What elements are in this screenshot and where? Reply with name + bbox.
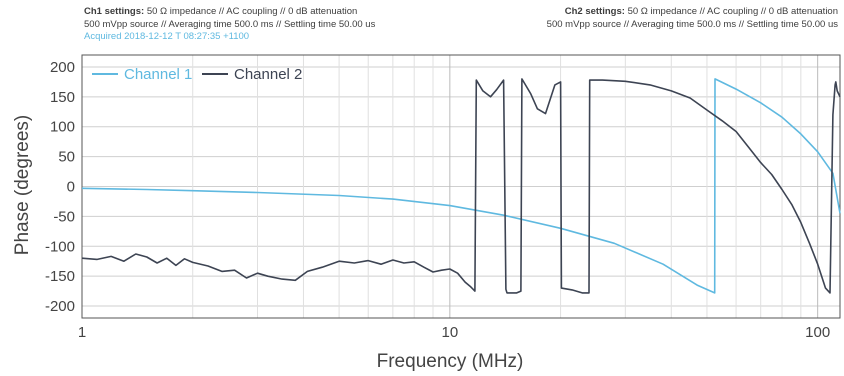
- series-channel-1: [81, 78, 841, 294]
- x-tick-label: 1: [78, 324, 86, 341]
- y-tick-label: -150: [45, 268, 75, 285]
- chart-axes: -200 -150 -100 -50 0 50 100 150 200 1 10 100: [45, 54, 841, 341]
- y-tick-label: 150: [50, 89, 75, 106]
- ch1-settings-line2: 500 mVpp source // Averaging time 500.0 …: [84, 18, 376, 30]
- y-tick-label: 50: [58, 149, 75, 166]
- x-tick-label: 10: [441, 324, 458, 341]
- y-axis-label: Phase (degrees): [12, 115, 33, 255]
- chart-series: [81, 78, 841, 294]
- series-line: [81, 78, 841, 294]
- chart-grid: [81, 55, 840, 318]
- series-channel-2: [81, 78, 841, 294]
- ch1-settings-line1: 50 Ω impedance // AC coupling // 0 dB at…: [146, 6, 358, 17]
- y-tick-label: -200: [45, 298, 75, 315]
- y-tick-label: 100: [50, 119, 75, 136]
- legend-label-channel-2[interactable]: Channel 2: [234, 66, 302, 83]
- series-line: [81, 78, 841, 294]
- ch1-settings-title: Ch1 settings:: [84, 6, 145, 17]
- plot-frame: [81, 54, 841, 319]
- ch2-settings-panel: Ch2 settings: 50 Ω impedance // AC coupl…: [547, 6, 838, 31]
- y-tick-label: -100: [45, 238, 75, 255]
- ch2-settings-line2: 500 mVpp source // Averaging time 500.0 …: [546, 18, 838, 30]
- chart-legend[interactable]: Channel 1 Channel 2: [92, 66, 302, 83]
- y-tick-label: 0: [67, 179, 75, 196]
- ch2-settings-title: Ch2 settings:: [564, 6, 625, 17]
- ch1-settings-panel: Ch1 settings: 50 Ω impedance // AC coupl…: [84, 6, 375, 44]
- legend-label-channel-1[interactable]: Channel 1: [124, 66, 192, 83]
- y-tick-label: 200: [50, 59, 75, 76]
- x-axis-label: Frequency (MHz): [377, 351, 524, 372]
- ch2-settings-line1: 50 Ω impedance // AC coupling // 0 dB at…: [627, 6, 838, 17]
- acquired-timestamp: Acquired 2018-12-12 T 08:27:35 +1100: [84, 31, 250, 42]
- x-tick-label: 100: [805, 324, 830, 341]
- y-tick-label: -50: [53, 208, 75, 225]
